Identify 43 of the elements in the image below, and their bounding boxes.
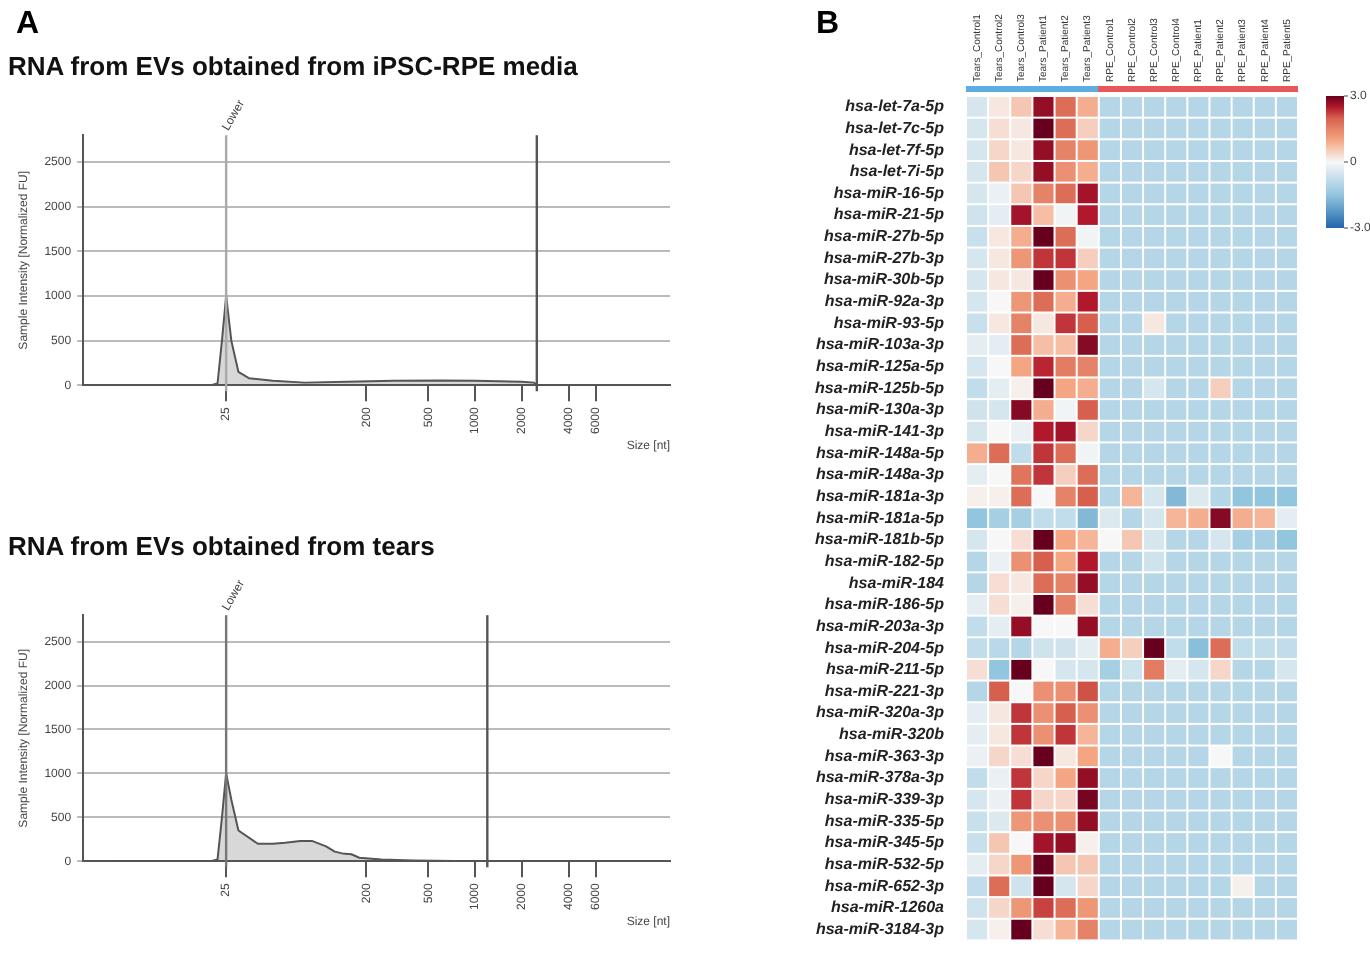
- y-tick-label: hsa-miR-148a-5p: [815, 443, 945, 462]
- y-tick-label: hsa-miR-27b-5p: [823, 227, 945, 246]
- chart-title: RNA from EVs obtained from tears: [8, 530, 435, 561]
- y-tick-label: hsa-miR-148a-3p: [815, 465, 945, 484]
- y-tick-label: hsa-miR-339-3p: [824, 790, 945, 809]
- y-tick-label: hsa-miR-141-3p: [824, 422, 945, 440]
- y-tick-label: hsa-miR-93-5p: [833, 313, 945, 332]
- chart-title: RNA from EVs obtained from iPSC-RPE media: [8, 50, 580, 81]
- y-tick-label: hsa-miR-204-5p: [824, 638, 945, 657]
- y-tick-label: hsa-miR-181b-5p: [815, 530, 945, 549]
- text: A: [16, 6, 40, 41]
- y-tick-label: hsa-miR-103a-3p: [815, 335, 945, 354]
- y-tick-label: hsa-miR-203a-3p: [815, 616, 945, 635]
- y-tick-label: hsa-let-7f-5p: [848, 140, 945, 159]
- y-tick-label: hsa-miR-130a-3p: [815, 400, 945, 419]
- y-tick-label: hsa-miR-16-5p: [833, 183, 945, 202]
- y-tick-label: hsa-let-7a-5p: [845, 97, 945, 116]
- y-tick-label: hsa-miR-378a-3p: [815, 768, 945, 787]
- y-tick-label: hsa-miR-320a-3p: [815, 703, 945, 722]
- y-tick-label: hsa-let-7i-5p: [849, 162, 945, 181]
- y-tick-label: hsa-miR-211-5p: [826, 660, 945, 679]
- y-tick-label: hsa-let-7c-5p: [845, 118, 945, 137]
- y-tick-label: hsa-miR-186-5p: [824, 595, 945, 614]
- y-tick-label: hsa-miR-92a-3p: [824, 292, 945, 311]
- y-tick-label: hsa-miR-181a-3p: [815, 486, 945, 505]
- y-tick-label: hsa-miR-1260a: [831, 898, 946, 917]
- y-tick-label: hsa-miR-182-5p: [824, 551, 945, 570]
- y-tick-label: hsa-miR-335-5p: [824, 811, 945, 830]
- text: B: [816, 6, 840, 41]
- y-tick-label: hsa-miR-3184-3p: [815, 919, 945, 938]
- y-tick-label: hsa-miR-363-3p: [824, 746, 945, 765]
- y-tick-label: hsa-miR-27b-3p: [823, 248, 945, 267]
- y-tick-label: hsa-miR-652-3p: [824, 876, 945, 895]
- y-tick-label: hsa-miR-125b-5p: [815, 378, 945, 397]
- y-tick-label: hsa-miR-320b: [839, 725, 945, 744]
- y-tick-label: hsa-miR-345-5p: [824, 833, 945, 852]
- y-tick-label: hsa-miR-184: [848, 573, 946, 592]
- y-tick-label: hsa-miR-181a-5p: [815, 508, 945, 527]
- y-tick-label: hsa-miR-221-3p: [824, 681, 945, 700]
- y-tick-label: hsa-miR-21-5p: [833, 205, 945, 224]
- y-tick-label: hsa-miR-532-5p: [824, 855, 945, 874]
- y-tick-label: hsa-miR-125a-5p: [815, 357, 945, 376]
- y-tick-label: hsa-miR-30b-5p: [823, 270, 945, 289]
